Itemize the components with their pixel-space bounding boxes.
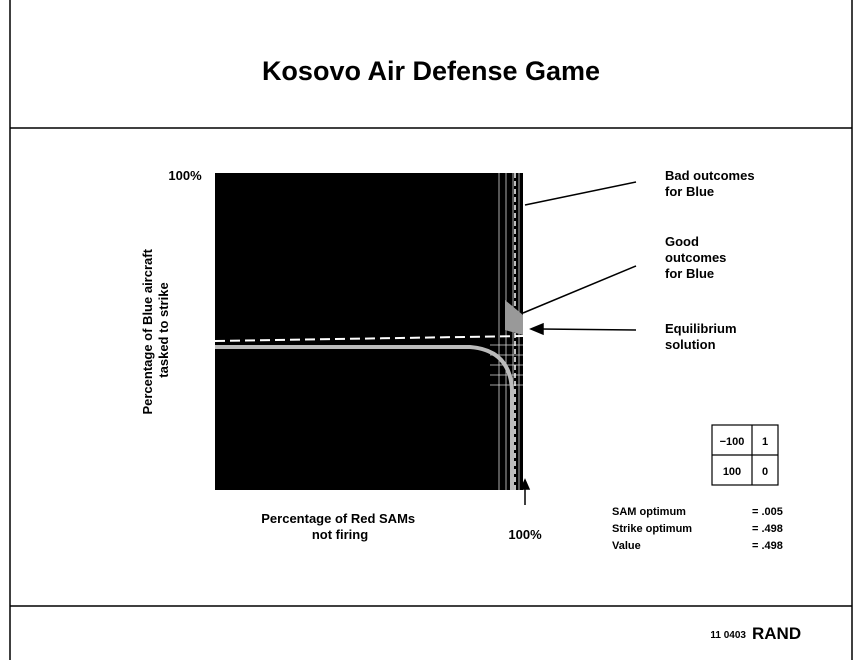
- annotation-line: outcomes: [665, 250, 726, 265]
- x-axis-label-line: Percentage of Red SAMs: [261, 511, 415, 526]
- footer-code: 11 0403: [710, 630, 746, 641]
- x-axis-label-line: not firing: [312, 527, 368, 542]
- slide-title: Kosovo Air Defense Game: [262, 56, 600, 86]
- up-arrow: [519, 478, 531, 505]
- matrix-cell: 1: [762, 436, 768, 448]
- plot: [214, 173, 524, 490]
- annotation: Good outcomes for Blue: [665, 234, 730, 281]
- annotation-lines: [522, 181, 637, 336]
- x-axis-label: Percentage of Red SAMs not firing: [261, 511, 419, 542]
- y-axis-label-line: tasked to strike: [156, 282, 171, 377]
- footer-brand: RAND: [752, 624, 801, 643]
- annotation-line: Good: [665, 234, 699, 249]
- result-value: = .498: [752, 523, 783, 535]
- result-value: = .005: [752, 506, 783, 518]
- matrix-cell: −100: [720, 436, 745, 448]
- matrix-cell: 100: [723, 466, 741, 478]
- y-top-label: 100%: [168, 168, 202, 183]
- annotation: Equilibrium solution: [665, 321, 740, 352]
- matrix-cell: 0: [762, 466, 768, 478]
- y-axis-label: Percentage of Blue aircraft tasked to st…: [140, 245, 171, 414]
- annotation-line: for Blue: [665, 266, 714, 281]
- result-label: Strike optimum: [612, 523, 692, 535]
- payoff-matrix: [711, 424, 779, 486]
- annotation-line: Equilibrium: [665, 321, 737, 336]
- annotation: Bad outcomes for Blue: [665, 168, 758, 199]
- result-label: Value: [612, 540, 641, 552]
- result-label: SAM optimum: [612, 506, 686, 518]
- annotation-line: Bad outcomes: [665, 168, 755, 183]
- annotation-line: solution: [665, 337, 716, 352]
- x-right-label: 100%: [508, 527, 542, 542]
- result-value: = .498: [752, 540, 783, 552]
- slide-frame: [9, 0, 853, 660]
- annotation-line: for Blue: [665, 184, 714, 199]
- y-axis-label-line: Percentage of Blue aircraft: [140, 248, 155, 414]
